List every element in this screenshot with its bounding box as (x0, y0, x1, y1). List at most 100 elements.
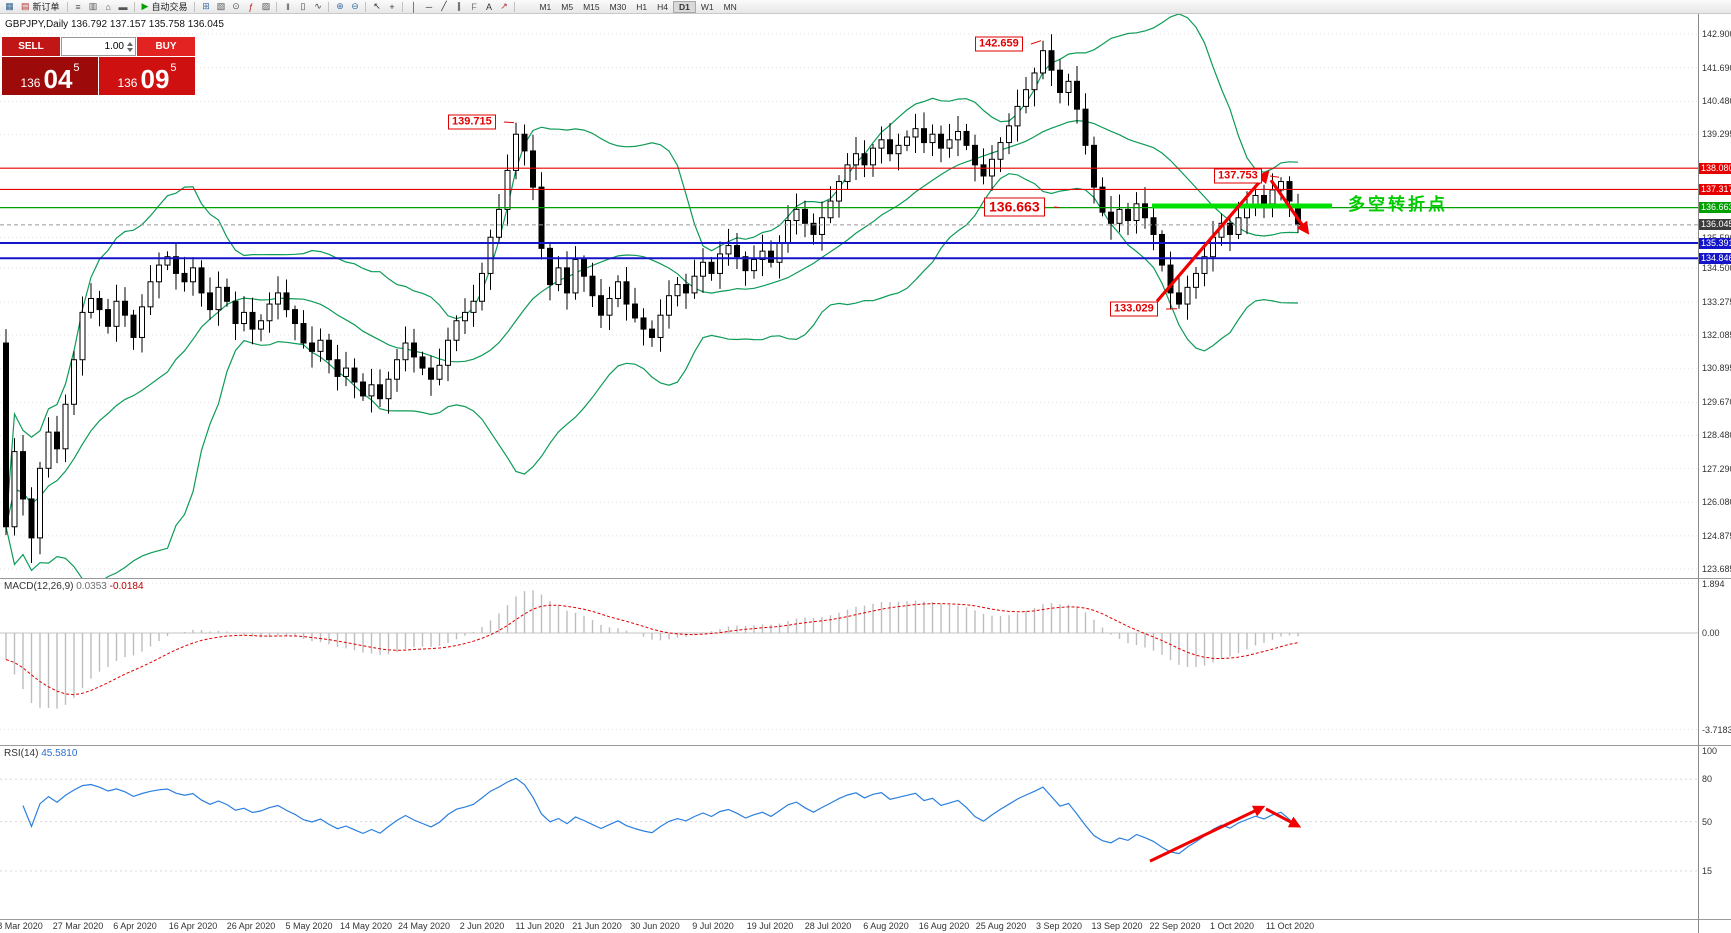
volume-value[interactable]: 1.00 (104, 41, 124, 52)
price-axis-label: 123.685 (1702, 564, 1731, 574)
candle (394, 348, 400, 392)
candle-body (836, 181, 842, 202)
macd-panel[interactable] (0, 579, 1698, 745)
arrow-tool-icon[interactable]: ↗ (500, 1, 508, 11)
panel-separator[interactable] (0, 745, 1731, 746)
price-axis-level-label: 137.317 (1699, 184, 1731, 195)
candle (173, 242, 179, 290)
candle-body (1150, 217, 1157, 235)
periods-icon[interactable]: ⊙ (232, 1, 240, 11)
line-chart-icon[interactable]: ∿ (314, 1, 322, 11)
candle (836, 175, 842, 218)
candle-body (368, 384, 375, 397)
volume-up-icon[interactable] (127, 41, 133, 46)
cursor-icon[interactable]: ↖ (373, 1, 381, 11)
autotrading-button[interactable]: ▶ 自动交易 (138, 1, 192, 13)
new-chart-icon[interactable]: ⊞ (202, 1, 210, 11)
candle-body (810, 222, 817, 235)
text-icon[interactable]: A (485, 1, 492, 12)
candle-body (156, 264, 162, 283)
time-axis-label: 1 Oct 2020 (1209, 921, 1255, 931)
candle-body (980, 164, 987, 177)
candle-body (1269, 189, 1276, 205)
chart-window-icon[interactable]: ▦ (5, 1, 14, 11)
new-order-button[interactable]: ▤ 新订单 (17, 1, 64, 13)
candle-body (878, 139, 885, 149)
candle-body (768, 250, 774, 263)
terminal-icon[interactable]: ▬ (118, 1, 128, 12)
timeframe-m30-button[interactable]: M30 (609, 1, 627, 12)
channel-icon[interactable]: ∥ (456, 1, 462, 11)
candle (326, 333, 332, 374)
candle-body (802, 208, 808, 224)
timeframe-d1-button[interactable]: D1 (672, 0, 696, 13)
candle (428, 355, 434, 396)
timeframe-h1-button[interactable]: H1 (636, 1, 648, 12)
trend-arrow[interactable] (1149, 805, 1266, 863)
buy-price-display[interactable]: 136 09 5 (99, 57, 195, 95)
toolbar-separator (365, 1, 367, 12)
volume-spinner[interactable] (127, 41, 133, 52)
candle-body (479, 272, 485, 302)
indicators-icon[interactable]: ƒ (248, 1, 254, 12)
price-axis-label: 130.895 (1702, 363, 1731, 373)
trendline-icon[interactable]: ╱ (441, 1, 447, 11)
volume-field[interactable]: 1.00 (61, 37, 136, 56)
candle (1023, 77, 1029, 114)
profiles-icon[interactable]: ▧ (216, 1, 226, 11)
candle (683, 273, 689, 309)
timeframe-mn-button[interactable]: MN (723, 1, 737, 12)
zoom-in-icon[interactable]: ⊕ (336, 1, 344, 11)
candle-body (955, 130, 961, 141)
timeframe-h4-button[interactable]: H4 (657, 1, 668, 12)
rsi-panel[interactable] (0, 746, 1698, 919)
templates-icon[interactable]: ▨ (261, 1, 271, 11)
bull-bear-pivot-note[interactable]: 多空转折点 (1348, 195, 1448, 214)
candle (657, 299, 664, 352)
price-callout[interactable]: 142.659 (975, 36, 1023, 52)
price-callout[interactable]: 136.663 (984, 197, 1045, 217)
candlestick-icon[interactable]: ▯ (300, 1, 306, 11)
candle-body (20, 451, 26, 500)
trend-arrow[interactable] (1265, 807, 1302, 828)
volume-down-icon[interactable] (127, 47, 133, 52)
price-callout[interactable]: 133.029 (1110, 301, 1158, 317)
trend-arrow[interactable] (1269, 179, 1310, 235)
timeframe-m5-button[interactable]: M5 (561, 1, 574, 12)
buy-button[interactable]: BUY (137, 37, 195, 56)
candle (1031, 67, 1038, 107)
fibonacci-icon[interactable]: F (471, 1, 477, 12)
time-axis-label: 27 Mar 2020 (52, 921, 104, 931)
candle-body (343, 367, 349, 377)
trend-arrow[interactable] (1155, 170, 1270, 303)
timeframe-m15-button[interactable]: M15 (583, 1, 600, 12)
time-axis-label: 30 Jun 2020 (630, 921, 680, 931)
timeframe-m1-button[interactable]: M1 (539, 1, 552, 12)
candle (623, 266, 630, 321)
navigator-icon[interactable]: ⌂ (105, 1, 111, 12)
horizontal-line-icon[interactable]: ─ (425, 1, 433, 12)
candle (717, 241, 723, 289)
zoom-out-icon[interactable]: ⊖ (351, 1, 359, 11)
bollinger-lower-band (5, 173, 1299, 578)
rsi-axis-label: 100 (1702, 746, 1718, 756)
crosshair-icon[interactable]: + (389, 1, 395, 12)
bar-chart-icon[interactable]: ǁ (286, 1, 290, 12)
panel-separator[interactable] (0, 578, 1731, 579)
data-window-icon[interactable]: ▥ (88, 1, 98, 11)
candle-body (1278, 181, 1284, 191)
time-axis-label: 16 Apr 2020 (168, 921, 218, 931)
sell-button[interactable]: SELL (2, 37, 60, 56)
candle (54, 415, 60, 464)
sell-price-display[interactable]: 136 04 5 (2, 57, 98, 95)
vertical-line-icon[interactable]: │ (411, 1, 417, 12)
timeframe-w1-button[interactable]: W1 (700, 1, 714, 12)
candle-body (1125, 208, 1131, 222)
market-watch-icon[interactable]: ≡ (75, 1, 81, 12)
candle (385, 371, 392, 414)
price-callout[interactable]: 137.753 (1214, 168, 1262, 184)
price-chart-panel[interactable] (0, 14, 1698, 578)
candle (802, 200, 808, 238)
candle-body (1108, 211, 1114, 224)
price-callout[interactable]: 139.715 (448, 114, 496, 130)
